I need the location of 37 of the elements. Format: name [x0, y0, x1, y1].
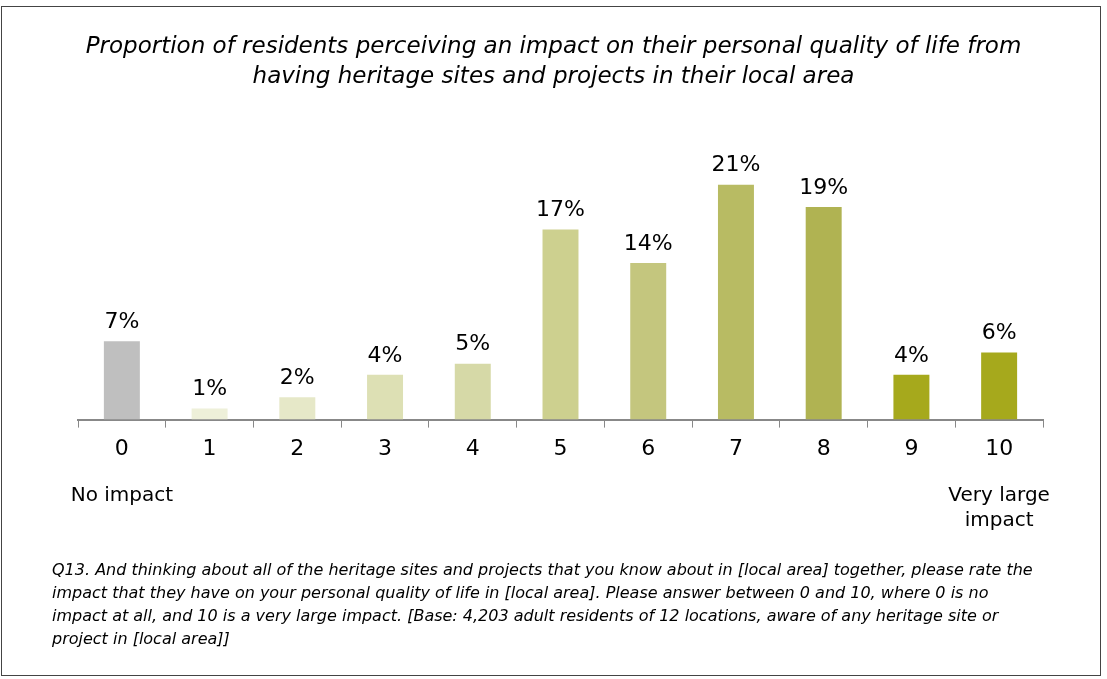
x-tick-label: 8 — [816, 434, 831, 460]
x-tick-label: 5 — [553, 434, 568, 460]
data-label: 2% — [279, 363, 315, 389]
text: No impact — [70, 482, 174, 507]
bar — [454, 363, 491, 420]
x-tick-label: 6 — [641, 434, 656, 460]
data-label: 19% — [799, 173, 849, 199]
data-label: 21% — [711, 151, 761, 177]
bar — [103, 341, 140, 420]
text: Q13. And thinking about all of the heritage sites and projects that you know about in [local area] together, please rate the impact that they have on your personal quality of life in [local area]. Please answer between 0 and 10, where 0 is no impact at all, and 10 is a very large impact. [Base: 4,203 adult residents of 12 locations, aware of any heritage site or project in [local area]] — [52, 559, 1034, 650]
bar — [717, 184, 754, 420]
x-tick-label: 7 — [728, 434, 743, 460]
chart-title: Proportion of residents perceiving an impact on their personal quality of life from having heritage sites and projects in their local area — [84, 31, 1023, 90]
x-tick-label: 2 — [290, 434, 305, 460]
bar — [542, 229, 579, 420]
text: Very large impact — [948, 482, 1050, 532]
data-label: 5% — [455, 330, 491, 356]
x-tick-label: 9 — [904, 434, 919, 460]
bar — [367, 374, 404, 420]
data-label: 7% — [104, 308, 140, 334]
data-label: 1% — [192, 375, 228, 401]
bar — [191, 408, 228, 420]
bar — [805, 207, 842, 420]
data-label: 17% — [536, 196, 585, 222]
x-tick-label: 0 — [114, 434, 129, 460]
bar — [630, 263, 667, 420]
data-label: 4% — [893, 341, 929, 367]
x-tick-label: 10 — [985, 434, 1014, 460]
bar — [981, 352, 1018, 420]
bar — [893, 374, 930, 420]
data-label: 6% — [981, 319, 1017, 345]
data-label: 4% — [367, 341, 403, 367]
x-tick-label: 3 — [378, 434, 393, 460]
x-tick-label: 1 — [202, 434, 217, 460]
data-label: 14% — [623, 229, 673, 255]
x-tick-label: 4 — [465, 434, 480, 460]
bar — [279, 397, 316, 420]
